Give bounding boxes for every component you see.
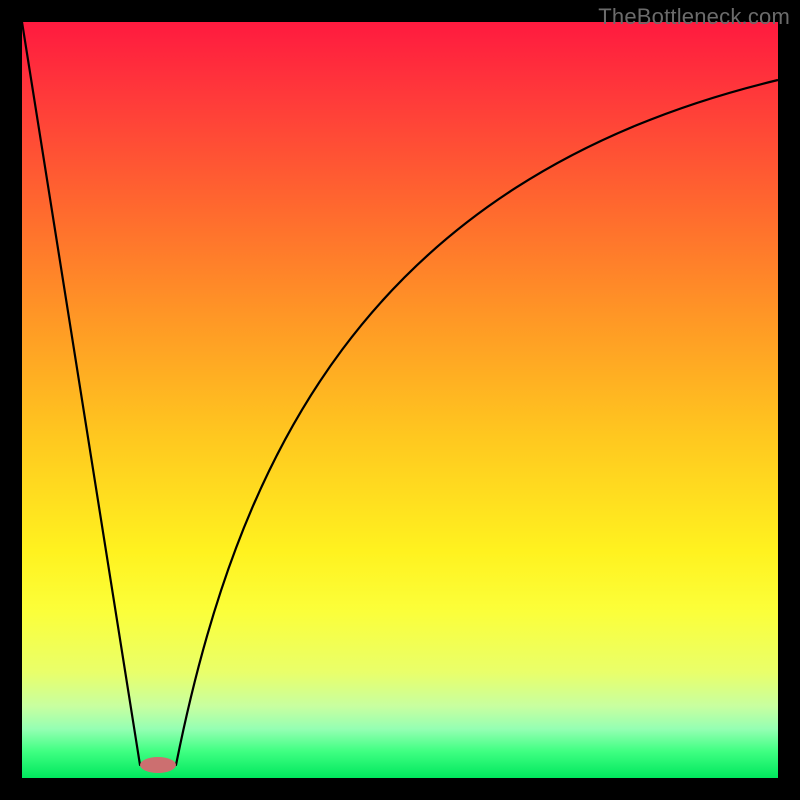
chart-svg	[0, 0, 800, 800]
chart-plot-area	[22, 22, 778, 778]
bottleneck-chart: TheBottleneck.com	[0, 0, 800, 800]
optimal-marker	[140, 757, 176, 773]
watermark-text: TheBottleneck.com	[598, 4, 790, 30]
